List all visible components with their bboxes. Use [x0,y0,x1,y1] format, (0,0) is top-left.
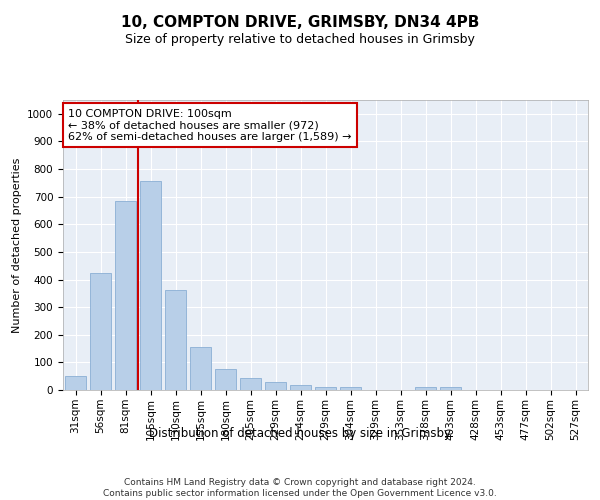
Y-axis label: Number of detached properties: Number of detached properties [11,158,22,332]
Bar [265,382,286,390]
Bar [165,290,186,390]
Bar [215,370,236,390]
Text: 10, COMPTON DRIVE, GRIMSBY, DN34 4PB: 10, COMPTON DRIVE, GRIMSBY, DN34 4PB [121,15,479,30]
Bar [340,387,361,390]
Bar [440,387,461,390]
Bar [240,378,261,390]
Bar [140,181,161,390]
Text: 10 COMPTON DRIVE: 100sqm
← 38% of detached houses are smaller (972)
62% of semi-: 10 COMPTON DRIVE: 100sqm ← 38% of detach… [68,108,352,142]
Bar [415,387,436,390]
Bar [315,386,336,390]
Bar [290,385,311,390]
Bar [65,376,86,390]
Text: Contains HM Land Registry data © Crown copyright and database right 2024.
Contai: Contains HM Land Registry data © Crown c… [103,478,497,498]
Bar [90,272,111,390]
Bar [190,347,211,390]
Text: Distribution of detached houses by size in Grimsby: Distribution of detached houses by size … [149,428,451,440]
Text: Size of property relative to detached houses in Grimsby: Size of property relative to detached ho… [125,32,475,46]
Bar [115,201,136,390]
